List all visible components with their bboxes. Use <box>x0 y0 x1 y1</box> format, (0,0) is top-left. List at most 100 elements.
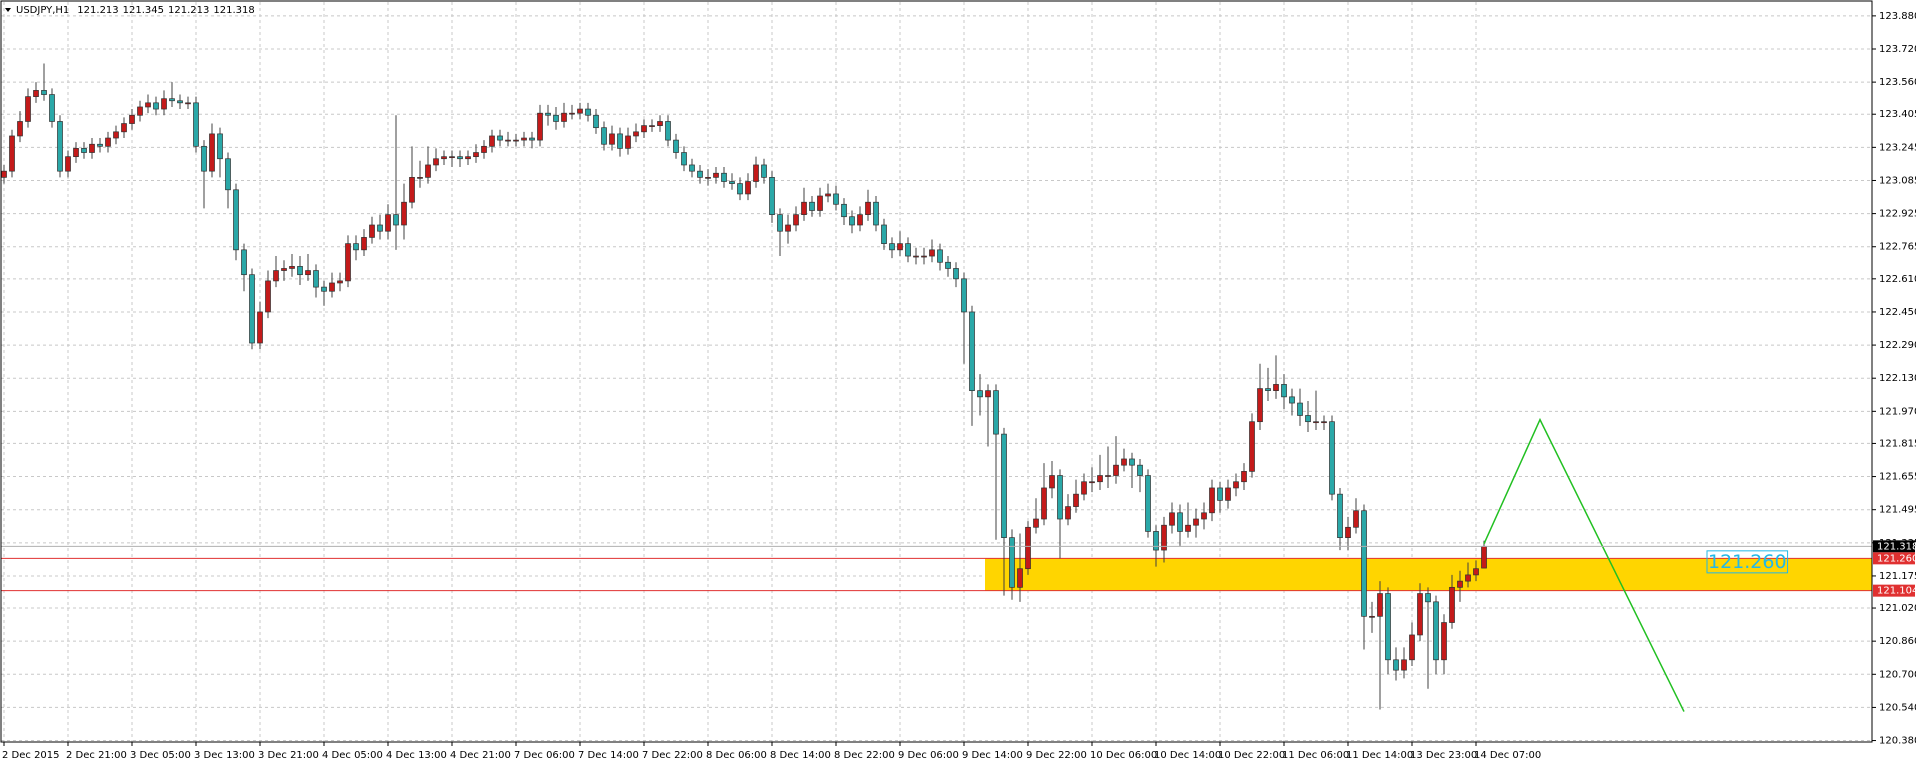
candle-body <box>1241 471 1247 483</box>
candle-body <box>169 98 175 102</box>
candle-body <box>1137 464 1143 476</box>
menu-triangle[interactable] <box>5 8 11 12</box>
candle-body <box>545 112 551 116</box>
candle-body <box>1297 402 1303 416</box>
projection-line <box>1483 417 1685 712</box>
x-tick-label: 3 Dec 13:00 <box>194 750 255 761</box>
candle-body <box>689 164 695 172</box>
candle-body <box>849 216 855 226</box>
candle-body <box>185 102 191 105</box>
candle-body <box>1465 574 1471 582</box>
x-tick-label: 4 Dec 21:00 <box>450 750 511 761</box>
candle-body <box>1105 475 1111 477</box>
candle-body <box>601 127 607 145</box>
candle-body <box>1433 601 1439 661</box>
candle-body <box>1033 518 1039 528</box>
candle-body <box>497 135 503 141</box>
candle-body <box>1065 506 1071 520</box>
x-tick-label: 10 Dec 06:00 <box>1090 750 1157 761</box>
candle-body <box>65 156 71 172</box>
candle-body <box>281 268 287 271</box>
candle-body <box>785 224 791 232</box>
candle-body <box>1225 487 1231 501</box>
candle-body <box>513 139 519 142</box>
candle-body <box>1201 512 1207 520</box>
candle-body <box>945 261 951 269</box>
candle-body <box>321 286 327 292</box>
candle-body <box>417 177 423 179</box>
candle-body <box>817 195 823 211</box>
candle-body <box>17 121 23 137</box>
candle-body <box>713 172 719 178</box>
x-tick-label: 11 Dec 06:00 <box>1282 750 1349 761</box>
zone-label-box <box>1706 550 1789 574</box>
header: USDJPY,H1 121.213 121.345 121.213 121.318 <box>16 5 255 16</box>
candle-body <box>913 255 919 258</box>
candle-body <box>1041 487 1047 520</box>
candle-body <box>369 224 375 238</box>
y-tick-label: 121.175 <box>1879 571 1916 582</box>
candle-body <box>1193 518 1199 526</box>
y-tick-label: 122.130 <box>1879 373 1916 384</box>
header-open: 121.213 <box>77 5 118 16</box>
candle-body <box>465 156 471 160</box>
candle-body <box>313 270 319 288</box>
candle-body <box>393 214 399 226</box>
candle-body <box>809 201 815 211</box>
candle-body <box>633 131 639 137</box>
header-low: 121.213 <box>168 5 209 16</box>
y-tick-label: 121.815 <box>1879 438 1916 449</box>
candle-body <box>729 181 735 184</box>
y-tick-label: 123.720 <box>1879 44 1916 55</box>
candle-body <box>705 177 711 179</box>
candle-body <box>81 148 87 153</box>
candle-body <box>993 390 999 435</box>
y-tick-label: 121.495 <box>1879 505 1916 516</box>
plot-border <box>0 0 1873 743</box>
candle-body <box>865 201 871 215</box>
candle-body <box>289 266 295 269</box>
candle-body <box>89 143 95 153</box>
candle-body <box>481 145 487 153</box>
candle-body <box>681 152 687 166</box>
candle-body <box>1449 586 1455 623</box>
candle-body <box>1321 421 1327 424</box>
level-box <box>1873 584 1915 597</box>
candle-body <box>177 100 183 104</box>
x-tick-label: 8 Dec 14:00 <box>770 750 831 761</box>
candle-body <box>129 114 135 124</box>
candle-body <box>49 94 55 122</box>
x-tick-label: 2 Dec 2015 <box>2 750 60 761</box>
candle-body <box>1113 464 1119 476</box>
candle-body <box>1409 634 1415 661</box>
candle-body <box>257 311 263 344</box>
candle-body <box>361 237 367 251</box>
candle-body <box>593 114 599 129</box>
candle-body <box>153 102 159 110</box>
candle-body <box>241 249 247 276</box>
candle-body <box>345 243 351 282</box>
candle-body <box>57 121 63 172</box>
candle-body <box>505 139 511 142</box>
candle-body <box>737 183 743 195</box>
candle-body <box>449 156 455 159</box>
candle-body <box>649 125 655 127</box>
candle-body <box>305 270 311 276</box>
candle-body <box>577 108 583 114</box>
candle-body <box>897 243 903 251</box>
candle-body <box>1153 531 1159 551</box>
candle-body <box>929 249 935 257</box>
candle-body <box>1473 568 1479 576</box>
candle-body <box>937 249 943 263</box>
symbol: USDJPY,H1 <box>16 5 69 16</box>
candle-body <box>409 177 415 203</box>
candle-body <box>1385 593 1391 661</box>
candle-body <box>569 112 575 115</box>
header-close: 121.318 <box>213 5 254 16</box>
candle-body <box>617 133 623 149</box>
candle-body <box>1129 458 1135 466</box>
x-tick-label: 9 Dec 14:00 <box>962 750 1023 761</box>
candle-body <box>401 201 407 226</box>
candle-body <box>249 274 255 344</box>
candle-body <box>1273 384 1279 391</box>
